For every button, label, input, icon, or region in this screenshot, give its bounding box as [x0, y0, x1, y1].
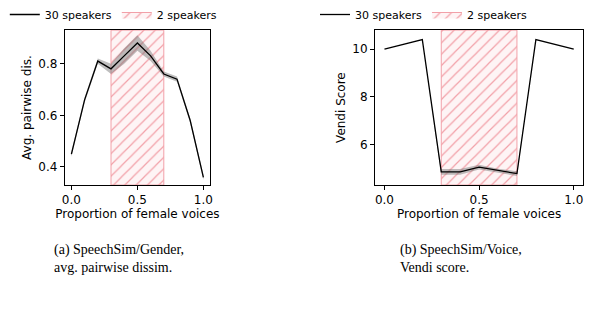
- svg-text:0.5: 0.5: [470, 193, 489, 207]
- svg-text:30 speakers: 30 speakers: [355, 9, 422, 22]
- svg-text:30 speakers: 30 speakers: [45, 9, 112, 22]
- svg-text:(b) SpeechSim/Voice,Vendi scor: (b) SpeechSim/Voice,Vendi score.: [400, 242, 522, 275]
- svg-text:1.0: 1.0: [194, 193, 213, 207]
- svg-text:2 speakers: 2 speakers: [157, 9, 217, 22]
- svg-text:8: 8: [360, 90, 368, 104]
- svg-text:Vendi Score: Vendi Score: [334, 72, 348, 143]
- svg-text:10: 10: [352, 42, 367, 56]
- svg-text:0.0: 0.0: [62, 193, 81, 207]
- svg-text:0.8: 0.8: [38, 57, 57, 71]
- svg-text:0.5: 0.5: [128, 193, 147, 207]
- svg-text:(a) SpeechSim/Gender,avg. pair: (a) SpeechSim/Gender,avg. pairwise dissi…: [54, 242, 184, 275]
- svg-text:Proportion of female voices: Proportion of female voices: [55, 207, 219, 221]
- svg-text:0.6: 0.6: [38, 109, 57, 123]
- svg-text:Proportion of female voices: Proportion of female voices: [397, 207, 561, 221]
- svg-text:0.4: 0.4: [38, 160, 57, 174]
- svg-text:2 speakers: 2 speakers: [467, 9, 527, 22]
- svg-text:6: 6: [360, 138, 368, 152]
- svg-text:0.0: 0.0: [375, 193, 394, 207]
- svg-text:Avg. pairwise dis.: Avg. pairwise dis.: [20, 55, 34, 160]
- svg-text:1.0: 1.0: [564, 193, 583, 207]
